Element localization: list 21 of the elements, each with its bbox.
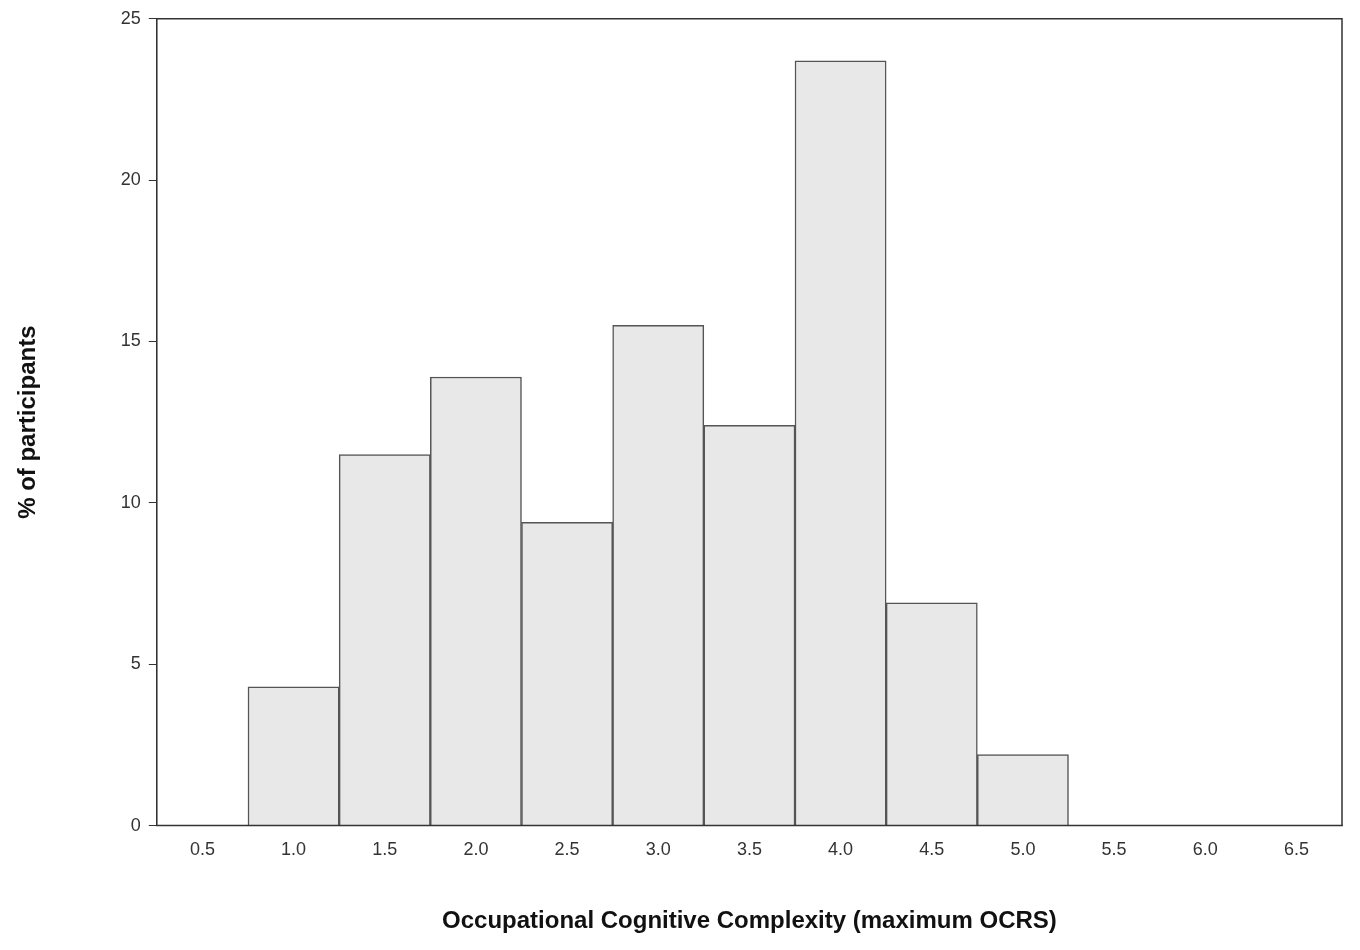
x-tick-label: 6.0 (1192, 839, 1218, 860)
x-axis-title: Occupational Cognitive Complexity (maximum OCRS) (442, 906, 1057, 934)
x-tick-label: 3.5 (736, 839, 762, 860)
x-tick-label: 5.0 (1010, 839, 1036, 860)
x-tick-label: 4.0 (828, 839, 854, 860)
x-tick-label: 1.0 (281, 839, 307, 860)
x-tick-label: 5.5 (1101, 839, 1127, 860)
x-tick-label: 4.5 (919, 839, 945, 860)
x-tick-label: 1.5 (372, 839, 398, 860)
y-tick-label: 5 (130, 653, 141, 674)
x-tick-label: 2.0 (463, 839, 489, 860)
y-tick-label: 10 (120, 491, 141, 512)
y-tick-label: 15 (120, 330, 141, 351)
x-tick-label: 6.5 (1283, 839, 1309, 860)
y-tick-label: 25 (120, 7, 141, 28)
y-tick-label: 20 (120, 169, 141, 190)
x-tick-label: 3.0 (645, 839, 671, 860)
y-tick-label: 0 (130, 814, 141, 835)
y-axis-title: % of participants (13, 325, 41, 519)
x-tick-label: 0.5 (189, 839, 215, 860)
x-tick-label: 2.5 (554, 839, 580, 860)
